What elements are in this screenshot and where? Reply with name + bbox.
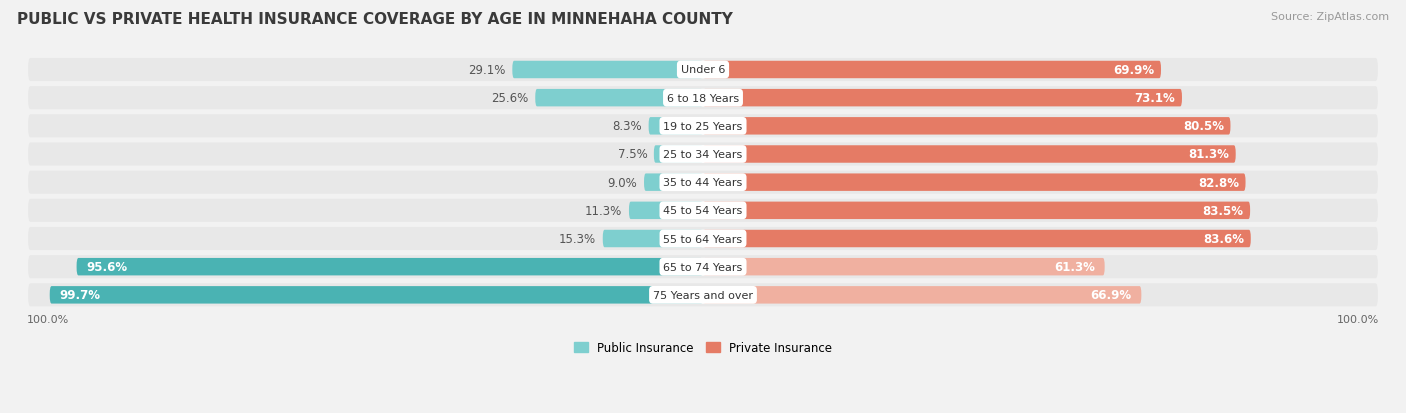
Text: 66.9%: 66.9%	[1091, 289, 1132, 301]
Text: 61.3%: 61.3%	[1054, 261, 1095, 273]
FancyBboxPatch shape	[628, 202, 703, 220]
FancyBboxPatch shape	[512, 62, 703, 79]
FancyBboxPatch shape	[703, 118, 1230, 135]
Text: 73.1%: 73.1%	[1135, 92, 1175, 105]
FancyBboxPatch shape	[644, 174, 703, 192]
FancyBboxPatch shape	[648, 118, 703, 135]
Text: 83.5%: 83.5%	[1202, 204, 1243, 217]
FancyBboxPatch shape	[536, 90, 703, 107]
Text: 75 Years and over: 75 Years and over	[652, 290, 754, 300]
FancyBboxPatch shape	[703, 174, 1246, 192]
FancyBboxPatch shape	[703, 258, 1105, 276]
FancyBboxPatch shape	[49, 287, 703, 304]
FancyBboxPatch shape	[28, 171, 1378, 194]
Text: 65 to 74 Years: 65 to 74 Years	[664, 262, 742, 272]
FancyBboxPatch shape	[703, 202, 1250, 220]
Text: 15.3%: 15.3%	[560, 233, 596, 245]
FancyBboxPatch shape	[28, 143, 1378, 166]
FancyBboxPatch shape	[654, 146, 703, 163]
Text: 80.5%: 80.5%	[1182, 120, 1223, 133]
Text: 99.7%: 99.7%	[59, 289, 101, 301]
Text: 35 to 44 Years: 35 to 44 Years	[664, 178, 742, 188]
FancyBboxPatch shape	[28, 115, 1378, 138]
Text: 82.8%: 82.8%	[1198, 176, 1239, 189]
FancyBboxPatch shape	[28, 199, 1378, 222]
Text: 45 to 54 Years: 45 to 54 Years	[664, 206, 742, 216]
FancyBboxPatch shape	[703, 62, 1161, 79]
Text: 69.9%: 69.9%	[1114, 64, 1154, 77]
Text: 25.6%: 25.6%	[492, 92, 529, 105]
FancyBboxPatch shape	[703, 90, 1182, 107]
Legend: Public Insurance, Private Insurance: Public Insurance, Private Insurance	[569, 337, 837, 359]
Text: Under 6: Under 6	[681, 65, 725, 75]
Text: 55 to 64 Years: 55 to 64 Years	[664, 234, 742, 244]
Text: 11.3%: 11.3%	[585, 204, 623, 217]
Text: 25 to 34 Years: 25 to 34 Years	[664, 150, 742, 159]
FancyBboxPatch shape	[28, 59, 1378, 82]
Text: 19 to 25 Years: 19 to 25 Years	[664, 121, 742, 131]
FancyBboxPatch shape	[603, 230, 703, 248]
Text: 95.6%: 95.6%	[86, 261, 128, 273]
Text: 6 to 18 Years: 6 to 18 Years	[666, 93, 740, 103]
Text: 9.0%: 9.0%	[607, 176, 637, 189]
Text: PUBLIC VS PRIVATE HEALTH INSURANCE COVERAGE BY AGE IN MINNEHAHA COUNTY: PUBLIC VS PRIVATE HEALTH INSURANCE COVER…	[17, 12, 733, 27]
Text: 7.5%: 7.5%	[617, 148, 647, 161]
FancyBboxPatch shape	[28, 228, 1378, 250]
FancyBboxPatch shape	[703, 230, 1251, 248]
Text: 83.6%: 83.6%	[1204, 233, 1244, 245]
Text: 29.1%: 29.1%	[468, 64, 506, 77]
Text: 81.3%: 81.3%	[1188, 148, 1229, 161]
Text: 8.3%: 8.3%	[613, 120, 643, 133]
FancyBboxPatch shape	[703, 287, 1142, 304]
FancyBboxPatch shape	[76, 258, 703, 276]
FancyBboxPatch shape	[28, 256, 1378, 278]
FancyBboxPatch shape	[28, 284, 1378, 307]
FancyBboxPatch shape	[703, 146, 1236, 163]
Text: Source: ZipAtlas.com: Source: ZipAtlas.com	[1271, 12, 1389, 22]
FancyBboxPatch shape	[28, 87, 1378, 110]
